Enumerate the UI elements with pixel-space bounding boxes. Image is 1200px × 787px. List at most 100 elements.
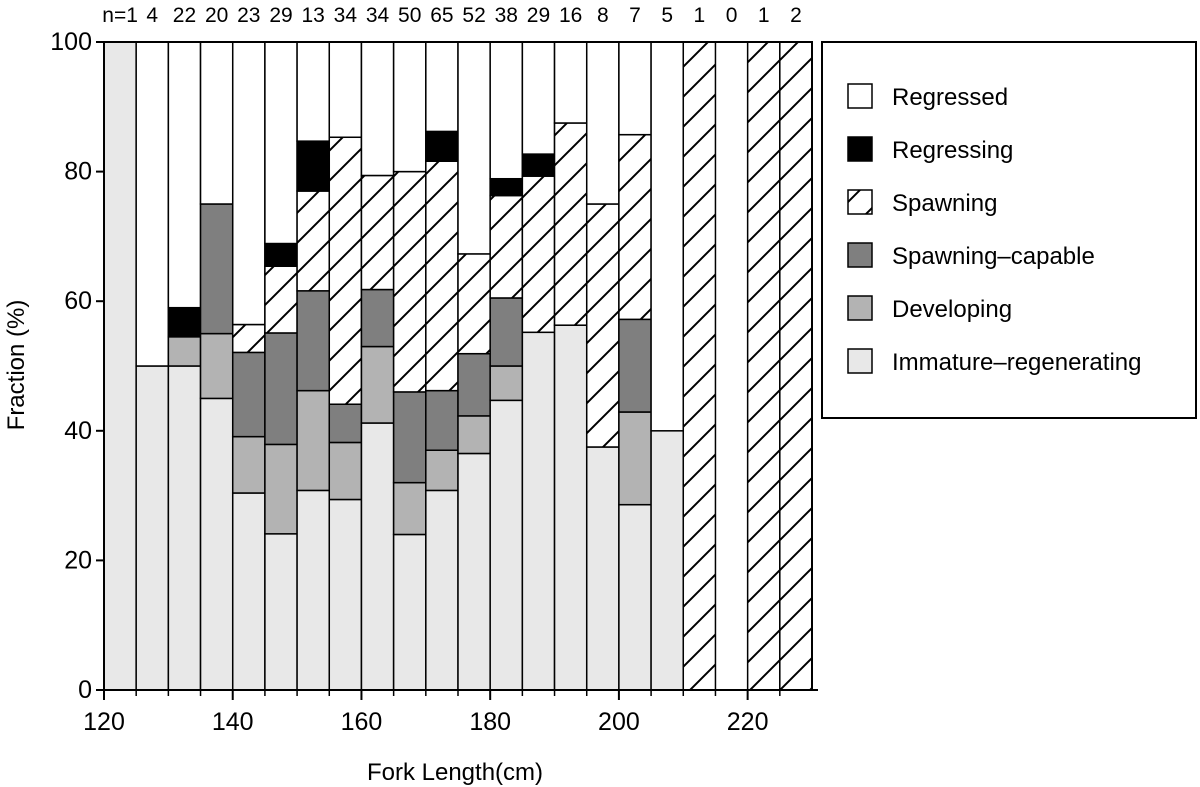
x-tick-label-5: 220 <box>727 708 769 736</box>
bar-segment-14-5 <box>553 41 588 124</box>
bar-segment-2-1 <box>167 336 202 367</box>
bar-segment-15-3 <box>585 203 620 448</box>
bar-segment-4-5 <box>231 41 266 326</box>
bar-segment-3-0 <box>199 397 234 691</box>
bar-segment-6-4 <box>296 140 331 192</box>
y-tick-label-1: 20 <box>64 546 92 574</box>
bar-segment-6-2 <box>296 290 331 392</box>
bar-segment-3-5 <box>199 41 234 205</box>
bar-segment-11-5 <box>457 41 491 255</box>
bar-segment-11-2 <box>457 352 491 417</box>
bar-segment-13-0 <box>521 331 556 691</box>
bar-segment-9-0 <box>392 533 427 691</box>
bar-segment-21-3 <box>779 41 813 691</box>
bar-segment-18-3 <box>682 41 717 691</box>
bar-segment-13-3 <box>521 175 556 334</box>
legend-swatch-2 <box>847 242 873 268</box>
bar-segment-8-0 <box>360 422 395 691</box>
bar-segment-0-0 <box>103 41 137 691</box>
bar-segment-9-5 <box>392 41 427 173</box>
n-label-14: 16 <box>559 4 582 27</box>
bar-segment-9-2 <box>392 391 427 484</box>
bar-segment-5-0 <box>264 533 298 691</box>
legend-box <box>821 41 1197 419</box>
x-tick-label-2: 160 <box>341 708 383 736</box>
n-label-7: 34 <box>334 4 358 27</box>
bar-segment-12-2 <box>489 297 524 367</box>
bar-segment-16-1 <box>618 411 652 506</box>
n-label-2: 22 <box>173 4 196 27</box>
legend-label-5: Regressed <box>892 84 1008 111</box>
bar-segment-13-4 <box>521 153 556 177</box>
bar-segment-10-5 <box>425 41 459 133</box>
bar-segment-5-4 <box>264 242 298 267</box>
bar-segment-15-5 <box>585 41 620 205</box>
n-label-16: 7 <box>629 4 641 27</box>
legend-label-2: Spawning–capable <box>892 243 1095 270</box>
n-label-5: 29 <box>269 4 292 27</box>
n-label-15: 8 <box>597 4 609 27</box>
bar-segment-7-5 <box>328 41 363 139</box>
y-tick-label-2: 40 <box>64 417 92 445</box>
n-label-13: 29 <box>527 4 550 27</box>
bar-segment-3-1 <box>199 332 234 400</box>
bar-segment-10-0 <box>425 489 459 691</box>
bar-segment-1-0 <box>135 365 170 691</box>
x-tick-label-3: 180 <box>469 708 511 736</box>
n-label-20: 1 <box>758 4 770 27</box>
n-label-11: 52 <box>462 4 485 27</box>
bar-segment-16-0 <box>618 503 652 691</box>
axes: 0 20 40 60 80 100 120 140 160 180 200 220 <box>50 28 818 736</box>
bar-segment-17-0 <box>650 430 685 691</box>
y-tick-label-0: 0 <box>78 676 92 704</box>
sample-size-labels: n=1 4 22 20 23 29 13 34 34 50 65 52 38 29 16 8 7 5 1 0 1 2 <box>102 4 801 27</box>
bar-segment-7-1 <box>328 441 363 501</box>
legend-label-0: Immature–regenerating <box>892 349 1141 376</box>
bar-segment-6-5 <box>296 41 331 142</box>
n-label-17: 5 <box>661 4 673 27</box>
legend-label-4: Regressing <box>892 137 1013 164</box>
bar-segment-11-0 <box>457 452 491 691</box>
n-label-4: 23 <box>237 4 260 27</box>
bar-segment-6-1 <box>296 389 331 492</box>
bar-segment-4-0 <box>231 492 266 691</box>
legend-label-1: Developing <box>892 296 1012 323</box>
legend-swatch-5 <box>847 83 873 109</box>
bar-segment-11-1 <box>457 415 491 455</box>
bar-segment-9-1 <box>392 481 427 536</box>
bar-segment-12-4 <box>489 177 524 197</box>
x-axis-title: Fork Length(cm) <box>367 759 543 786</box>
n-label-6: 13 <box>302 4 325 27</box>
bar-segment-10-1 <box>425 449 459 492</box>
bar-segment-5-1 <box>264 443 298 535</box>
legend-swatch-3 <box>847 189 873 215</box>
x-tick-label-4: 200 <box>598 708 640 736</box>
bar-segment-7-2 <box>328 403 363 444</box>
bar-segment-12-0 <box>489 399 524 691</box>
bar-segment-4-2 <box>231 351 266 438</box>
bar-segment-6-0 <box>296 489 331 691</box>
bar-segment-4-3 <box>231 323 266 354</box>
bar-segment-12-1 <box>489 365 524 402</box>
bar-segment-2-0 <box>167 365 202 691</box>
bar-segment-10-4 <box>425 130 459 162</box>
bar-segment-4-1 <box>231 435 266 494</box>
legend-swatch-1 <box>847 295 873 321</box>
legend-swatch-4 <box>847 136 873 162</box>
n-label-3: 20 <box>205 4 228 27</box>
y-axis-title: Fraction (%) <box>3 300 30 431</box>
x-tick-label-1: 140 <box>212 708 254 736</box>
bar-segment-16-5 <box>618 41 652 136</box>
bar-segment-1-5 <box>135 41 170 367</box>
bar-segment-16-2 <box>618 318 652 413</box>
bar-segment-16-3 <box>618 133 652 321</box>
bar-segment-10-3 <box>425 160 459 392</box>
bar-segment-11-3 <box>457 253 491 355</box>
bar-segment-6-3 <box>296 190 331 292</box>
bar-segment-8-3 <box>360 174 395 291</box>
legend-swatch-0 <box>847 348 873 374</box>
bar-segment-12-3 <box>489 194 524 299</box>
bar-segment-8-5 <box>360 41 395 177</box>
bar-segment-3-2 <box>199 203 234 335</box>
